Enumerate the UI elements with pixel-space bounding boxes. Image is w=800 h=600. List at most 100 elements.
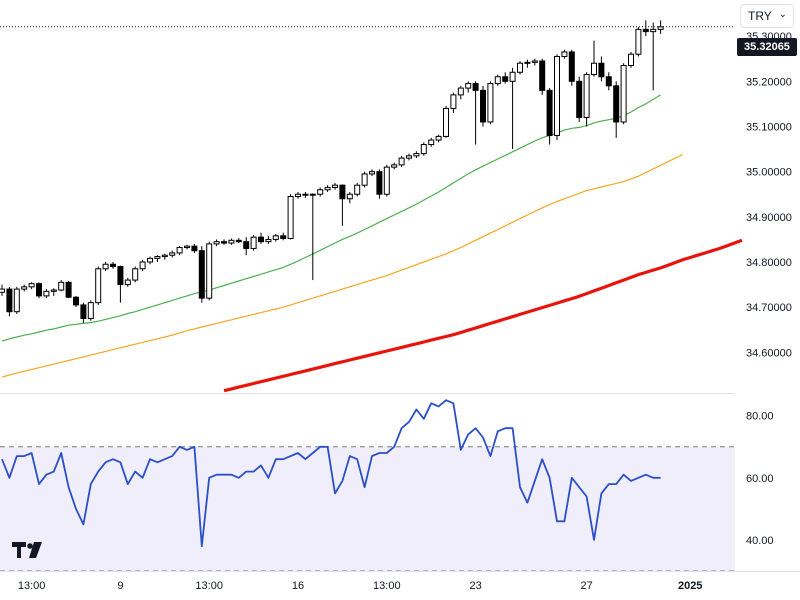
candle — [346, 191, 353, 204]
currency-label: TRY — [748, 9, 772, 23]
candle-body-up — [620, 65, 627, 123]
candle — [154, 255, 161, 262]
candle — [554, 54, 560, 141]
time-tick-label: 13:00 — [18, 580, 46, 592]
candle-body-up — [450, 94, 457, 109]
candle-body-up — [591, 62, 597, 76]
candle-body-up — [517, 62, 523, 73]
time-tick-label: 13:00 — [195, 580, 223, 592]
price-axis[interactable]: 34.60000 34.70000 34.80000 34.90000 35.00000… — [746, 31, 792, 359]
candle — [213, 239, 220, 247]
candle-body-down — [613, 85, 620, 123]
candle — [302, 191, 309, 198]
candle — [191, 243, 198, 253]
candle — [324, 185, 331, 192]
candle — [420, 142, 427, 156]
candle — [517, 60, 523, 75]
candle — [480, 85, 486, 127]
candle — [531, 58, 538, 66]
time-tick-label: 16 — [292, 580, 304, 592]
candle-body-up — [428, 139, 435, 146]
candle-body-down — [198, 250, 205, 299]
candle-body-up — [176, 247, 183, 254]
candle-body-down — [339, 184, 346, 200]
candle-body-up — [132, 268, 139, 281]
candle-body-up — [287, 196, 294, 240]
candle — [243, 237, 250, 256]
candle — [80, 302, 87, 323]
candle — [598, 56, 605, 82]
candle — [398, 155, 405, 168]
rsi-axis[interactable]: 40.00 60.00 80.00 — [746, 411, 774, 547]
candle-body-up — [354, 184, 361, 195]
candle-body-up — [346, 193, 353, 200]
candle — [58, 280, 65, 292]
time-tick-label: 27 — [580, 580, 592, 592]
candle-body-up — [161, 254, 168, 258]
candle — [628, 51, 634, 68]
candle-body-down — [598, 62, 605, 78]
rsi-panel — [0, 399, 735, 572]
candle — [524, 59, 531, 68]
candle — [169, 250, 176, 258]
candle — [184, 244, 190, 250]
price-tick-label: 35.20000 — [746, 76, 792, 88]
candle-body-down — [36, 283, 42, 297]
candle-body-up — [213, 241, 220, 245]
candle-body-up — [184, 245, 190, 249]
candle — [13, 286, 20, 314]
candle-body-up — [206, 243, 213, 299]
candle — [376, 169, 383, 199]
candle-body-down — [568, 51, 575, 82]
candle — [287, 194, 294, 240]
rsi-line — [1, 399, 661, 548]
candle-body-down — [376, 171, 383, 195]
candle — [28, 282, 35, 290]
candle-body-up — [443, 107, 449, 137]
candle — [110, 262, 116, 269]
time-tick-label: 13:00 — [373, 580, 401, 592]
price-tick-label: 35.00000 — [746, 167, 792, 179]
candle — [413, 151, 420, 159]
candle-body-up — [494, 76, 501, 85]
candle — [332, 182, 338, 190]
candle-body-up — [435, 135, 442, 141]
candle-body-up — [147, 257, 153, 263]
candle — [583, 72, 590, 127]
candle — [620, 63, 627, 125]
currency-selector[interactable]: TRY ⌄ — [740, 4, 794, 28]
candle-body-up — [324, 186, 331, 191]
time-tick-label: 23 — [469, 580, 481, 592]
candle — [605, 72, 612, 91]
candle-body-up — [87, 302, 94, 319]
candle-body-up — [406, 155, 412, 159]
candle — [487, 81, 494, 125]
ma-mid-line — [1, 153, 684, 378]
candle — [147, 256, 153, 265]
time-axis[interactable]: 13:00 9 13:00 16 13:00 23 27 2025 — [18, 580, 703, 592]
candle-body-up — [295, 193, 301, 197]
candle — [428, 137, 435, 147]
candle-body-up — [420, 144, 427, 155]
candle — [317, 187, 324, 197]
candle — [635, 27, 642, 57]
candle — [235, 238, 242, 244]
candle — [561, 49, 568, 59]
candle — [650, 22, 657, 91]
candle — [642, 20, 649, 37]
candle-body-up — [102, 263, 109, 270]
candle — [65, 280, 72, 299]
candle-body-down — [243, 241, 250, 249]
ma-long-line — [223, 238, 743, 393]
candle-body-down — [65, 281, 72, 298]
candle-body-down — [191, 245, 198, 252]
candle — [406, 153, 412, 161]
candle-body-up — [265, 238, 272, 243]
candle-body-down — [80, 304, 87, 319]
candle-body-up — [361, 173, 368, 186]
candle — [206, 241, 213, 301]
candle — [539, 58, 546, 95]
candle — [258, 232, 264, 244]
candle — [73, 295, 79, 308]
